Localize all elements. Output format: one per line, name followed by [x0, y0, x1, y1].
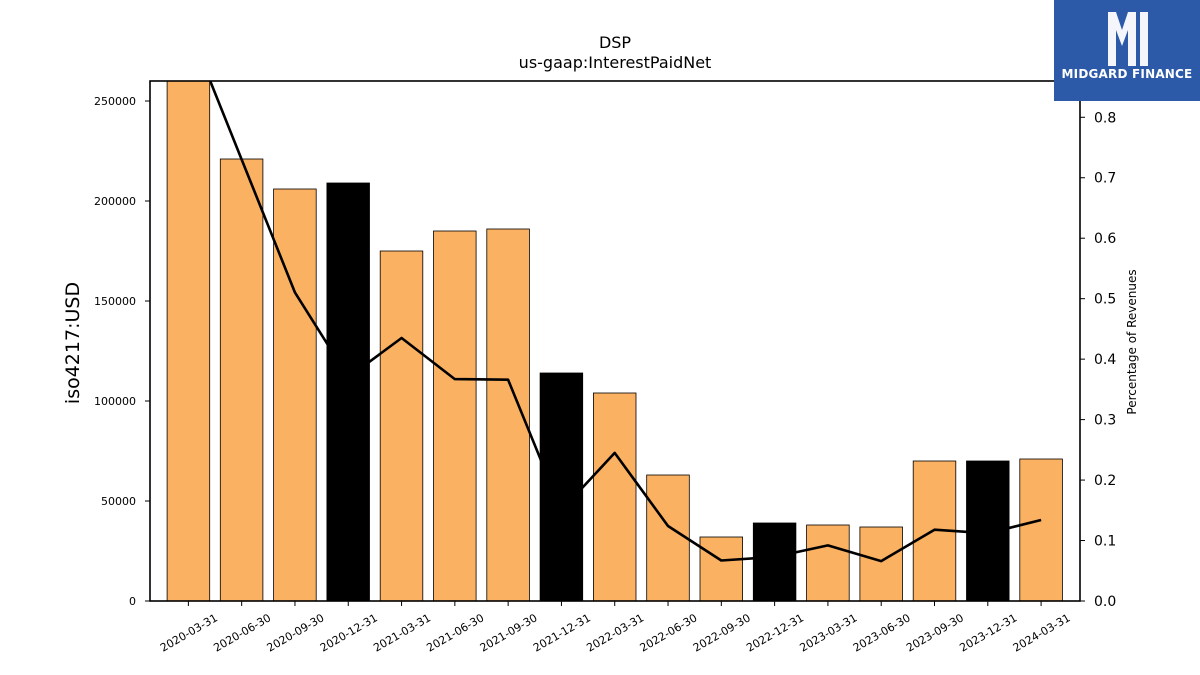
midgard-finance-logo: MIDGARD FINANCE [1054, 0, 1200, 101]
right-tick-label: 0.5 [1094, 292, 1116, 308]
chart-title: DSP [599, 33, 631, 52]
right-tick-label: 0.1 [1094, 534, 1116, 550]
x-tick-label: 2021-03-31 [371, 611, 433, 654]
midgard-logo-icon [1108, 12, 1148, 66]
x-tick-label: 2021-09-30 [478, 611, 540, 654]
right-tick-label: 0.3 [1094, 413, 1116, 429]
x-tick-label: 2023-06-30 [851, 611, 913, 654]
right-tick-label: 0.4 [1094, 352, 1116, 368]
left-tick-label: 150000 [94, 295, 136, 308]
chart-subtitle: us-gaap:InterestPaidNet [519, 53, 712, 72]
left-axis: 0 50000 100000 150000 200000 250000 [94, 95, 150, 608]
bar-series [166, 81, 1063, 601]
logo-text: MIDGARD FINANCE [1061, 67, 1193, 81]
bar [433, 230, 477, 601]
x-tick-label: 2024-03-31 [1011, 611, 1073, 654]
x-axis: 2020-03-312020-06-302020-09-302020-12-31… [158, 601, 1073, 655]
bar [379, 250, 424, 601]
x-tick-label: 2020-12-31 [318, 611, 380, 654]
left-tick-label: 250000 [94, 95, 136, 108]
y-axis-label: iso4217:USD [62, 282, 84, 404]
x-tick-label: 2022-03-31 [584, 611, 646, 654]
bar [593, 392, 637, 601]
ratio-line [208, 81, 1042, 563]
bar [806, 524, 850, 601]
right-tick-label: 0.8 [1094, 110, 1116, 126]
bar [646, 474, 690, 601]
x-tick-label: 2022-12-31 [744, 611, 806, 654]
left-tick-label: 100000 [94, 395, 136, 408]
left-tick-label: 50000 [101, 495, 136, 508]
x-tick-label: 2023-09-30 [904, 611, 966, 654]
y2-axis-label: Percentage of Revenues [1125, 269, 1139, 414]
x-tick-label: 2021-12-31 [531, 611, 593, 654]
right-tick-label: 0.6 [1094, 231, 1116, 247]
bar [273, 188, 317, 601]
x-tick-label: 2023-03-31 [798, 611, 860, 654]
left-tick-label: 200000 [94, 195, 136, 208]
right-tick-label: 0.2 [1094, 473, 1116, 489]
bar [859, 526, 903, 601]
bar [699, 536, 743, 601]
x-tick-label: 2020-06-30 [211, 611, 273, 654]
ratio-line-series [208, 81, 1042, 563]
bar [539, 372, 584, 601]
x-tick-label: 2020-09-30 [265, 611, 327, 654]
bar [166, 81, 211, 601]
right-tick-label: 0.7 [1094, 171, 1116, 187]
bar [1019, 458, 1063, 601]
bar [752, 522, 797, 601]
x-tick-label: 2023-12-31 [957, 611, 1019, 654]
right-tick-label: 0.0 [1094, 594, 1116, 610]
x-tick-label: 2022-06-30 [638, 611, 700, 654]
x-tick-label: 2022-09-30 [691, 611, 753, 654]
x-tick-label: 2021-06-30 [424, 611, 486, 654]
bar [219, 158, 264, 601]
left-tick-label: 0 [129, 595, 136, 608]
bar [326, 182, 370, 601]
x-tick-label: 2020-03-31 [158, 611, 220, 654]
right-axis: 0.0 0.1 0.2 0.3 0.4 0.5 0.6 0.7 0.8 [1080, 110, 1116, 610]
